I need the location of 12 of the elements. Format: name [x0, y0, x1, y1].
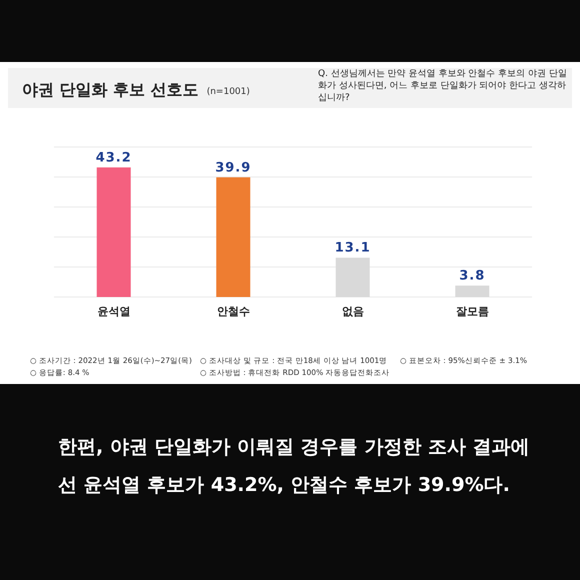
x-tick-label: 윤석열: [97, 305, 130, 318]
data-label: 43.2: [96, 150, 132, 166]
text: Q. 선생님께서는 만약 윤석열 후보와 안철수 후보의 야권 단일화가 성사된다면, 어느 후보로 단일화가 되어야 한다고 생각하십니까?: [318, 68, 568, 104]
data-label: 39.9: [215, 160, 252, 176]
data-label: 13.1: [334, 240, 371, 256]
data-label: 3.8: [459, 268, 486, 284]
chart-subtitle: (n=1001): [206, 87, 250, 97]
x-tick-label: 잘모름: [456, 305, 489, 318]
x-tick-label: 없음: [342, 305, 364, 318]
chart-title: 야권 단일화 후보 선호도: [22, 80, 199, 99]
text: 한편, 야권 단일화가 이뤄질 경우를 가정한 조사 결과에선 윤석열 후보가 43.2%, 안철수 후보가 39.9%다.: [58, 435, 531, 498]
x-tick-label: 안철수: [216, 305, 250, 318]
